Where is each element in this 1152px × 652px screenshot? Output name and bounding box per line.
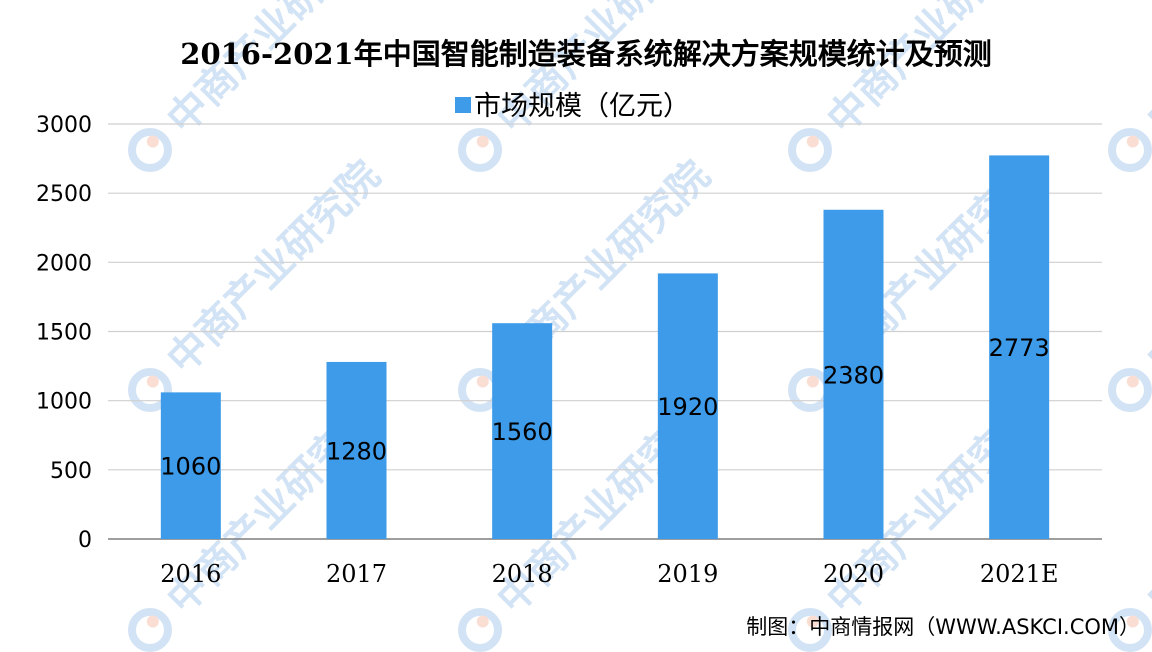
data-label-2016: 1060 (160, 453, 221, 481)
askci-logo-icon (1108, 608, 1152, 652)
watermark: 中商产业研究院 (128, 0, 389, 172)
askci-logo-icon (458, 608, 502, 652)
x-tick-label: 2017 (326, 560, 387, 588)
data-label-2021E: 2773 (989, 334, 1050, 362)
grid-lines (108, 123, 1102, 540)
askci-logo-dot-icon (146, 375, 159, 388)
y-tick-label: 2000 (36, 251, 92, 276)
askci-logo-icon (788, 128, 832, 172)
watermark: 中商产业研究院 (1108, 152, 1152, 412)
y-tick-label: 0 (78, 528, 92, 553)
askci-logo-dot-icon (806, 135, 819, 148)
askci-logo-dot-icon (1126, 375, 1139, 388)
askci-logo-icon (788, 368, 832, 412)
y-tick-label: 500 (50, 459, 92, 484)
data-labels: 1060 1280 1560 1920 2380 2773 (160, 334, 1049, 480)
watermark-text: 中商产业研究院 (818, 0, 1049, 143)
askci-logo-dot-icon (1126, 615, 1139, 628)
source-note: 制图：中商情报网（WWW.ASKCI.COM） (746, 615, 1140, 639)
legend: 市场规模（亿元） (455, 91, 690, 122)
bar-2016 (160, 392, 221, 539)
legend-swatch (455, 97, 471, 113)
x-tick-label: 2019 (657, 560, 718, 588)
askci-logo-icon (128, 608, 172, 652)
askci-logo-icon (788, 608, 832, 652)
askci-logo-dot-icon (476, 135, 489, 148)
watermark: 中商产业研究院 (458, 0, 719, 172)
y-tick-label: 1500 (36, 321, 92, 346)
askci-logo-icon (1108, 128, 1152, 172)
askci-logo-dot-icon (476, 375, 489, 388)
bar-2021E (989, 155, 1050, 539)
watermark-text: 中商产业研究院 (158, 0, 389, 143)
y-tick-label: 3000 (36, 113, 92, 138)
askci-logo-icon (128, 128, 172, 172)
askci-logo-dot-icon (146, 135, 159, 148)
bar-2019 (657, 273, 718, 539)
askci-logo-dot-icon (806, 375, 819, 388)
data-label-2017: 1280 (326, 437, 387, 465)
askci-logo-dot-icon (806, 615, 819, 628)
y-tick-label: 2500 (36, 182, 92, 207)
y-axis-labels: 0 500 1000 1500 2000 2500 3000 (36, 113, 92, 553)
x-tick-label: 2020 (823, 560, 884, 588)
watermark: 中商产业研究院 (1108, 0, 1152, 172)
y-tick-label: 1000 (36, 390, 92, 415)
watermark-text: 中商产业研究院 (1138, 392, 1152, 623)
x-axis-labels: 2016 2017 2018 2019 2020 2021E (160, 560, 1058, 588)
bars (160, 155, 1050, 539)
data-label-2020: 2380 (823, 361, 884, 389)
bar-2017 (326, 361, 387, 539)
watermark-text: 中商产业研究院 (158, 152, 389, 383)
askci-logo-dot-icon (1126, 135, 1139, 148)
askci-logo-dot-icon (146, 615, 159, 628)
watermark: 中商产业研究院 (788, 0, 1049, 172)
askci-logo-icon (1108, 368, 1152, 412)
askci-logo-dot-icon (476, 615, 489, 628)
watermark-text: 中商产业研究院 (1138, 152, 1152, 383)
data-label-2018: 1560 (492, 418, 553, 446)
legend-label: 市场规模（亿元） (474, 91, 690, 122)
watermark-text: 中商产业研究院 (1138, 0, 1152, 143)
x-tick-label: 2018 (492, 560, 553, 588)
data-label-2019: 1920 (657, 393, 718, 421)
chart-title: 2016-2021年中国智能制造装备系统解决方案规模统计及预测 (180, 37, 991, 71)
bar-2020 (823, 209, 884, 539)
watermark: 中商产业研究院 (1108, 392, 1152, 652)
x-tick-label: 2016 (160, 560, 221, 588)
bar-2018 (492, 323, 553, 539)
askci-logo-icon (458, 128, 502, 172)
x-tick-label: 2021E (980, 560, 1059, 588)
